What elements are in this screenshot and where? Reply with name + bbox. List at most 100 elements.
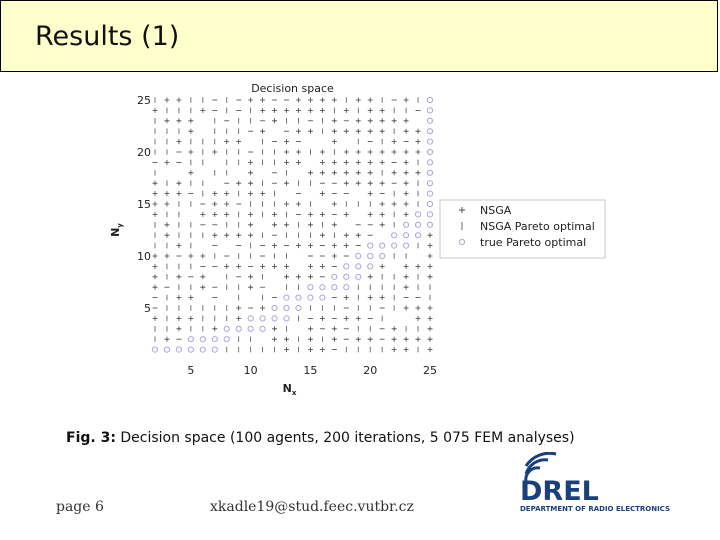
y-tick-label: 20 [137, 146, 151, 159]
nsga-point [331, 128, 337, 134]
y-tick-label: 10 [137, 250, 151, 263]
nsga-point [367, 170, 373, 176]
nsga-point [284, 222, 290, 228]
nsga-point [188, 149, 194, 155]
nsga-point [355, 159, 361, 165]
nsga-point [403, 274, 409, 280]
true-pareto-point [199, 336, 206, 343]
nsga-point [403, 180, 409, 186]
nsga-point [403, 149, 409, 155]
nsga-point [152, 263, 158, 269]
nsga-point [164, 97, 170, 103]
nsga-point [379, 180, 385, 186]
logo-subtitle: DEPARTMENT OF RADIO ELECTRONICS [520, 505, 670, 513]
legend-nsga-marker [459, 207, 465, 213]
true-pareto-point [426, 117, 434, 124]
nsga-point [152, 315, 158, 321]
true-pareto-point [391, 232, 398, 239]
nsga-point [331, 118, 337, 124]
nsga-point [415, 336, 421, 342]
nsga-point [212, 149, 218, 155]
figure-caption: Fig. 3: Decision space (100 agents, 200 … [66, 430, 575, 446]
logo-text: DREL [520, 476, 599, 507]
nsga-point [248, 284, 254, 290]
nsga-point [415, 315, 421, 321]
nsga-point [295, 274, 301, 280]
nsga-point [379, 159, 385, 165]
nsga-point [307, 170, 313, 176]
true-pareto-point [331, 284, 338, 291]
nsga-point [391, 139, 397, 145]
nsga-point [248, 191, 254, 197]
nsga-point [343, 315, 349, 321]
nsga-point [307, 211, 313, 217]
nsga-point [403, 263, 409, 269]
true-pareto-point [367, 252, 374, 260]
nsga-point [260, 263, 266, 269]
nsga-point [427, 305, 433, 311]
true-pareto-point [283, 294, 290, 301]
y-axis-label-sub: y [116, 223, 124, 228]
true-pareto-point [343, 284, 350, 291]
nsga-point [164, 222, 170, 228]
nsga-point [164, 159, 170, 165]
nsga-point [284, 159, 290, 165]
nsga-point [355, 232, 361, 238]
true-pareto-point [355, 263, 362, 270]
nsga-point [284, 180, 290, 186]
nsga-point [343, 128, 349, 134]
legend-label: NSGA Pareto optimal [480, 220, 595, 233]
chart-title: Decision space [251, 82, 334, 95]
nsga-point [248, 97, 254, 103]
nsga-point [224, 263, 230, 269]
nsga-point [260, 305, 266, 311]
nsga-point [200, 274, 206, 280]
nsga-point [427, 326, 433, 332]
nsga-point [284, 274, 290, 280]
nsga-point [331, 253, 337, 259]
nsga-point [272, 326, 278, 332]
nsga-point [236, 305, 242, 311]
nsga-point [284, 336, 290, 342]
nsga-point [176, 191, 182, 197]
nsga-point [295, 149, 301, 155]
true-pareto-point [426, 159, 434, 166]
nsga-point [367, 149, 373, 155]
nsga-point [355, 97, 361, 103]
nsga-point [272, 211, 278, 217]
x-axis-label: Nx [283, 382, 297, 397]
nsga-point [176, 118, 182, 124]
nsga-point [307, 243, 313, 249]
nsga-point [391, 347, 397, 353]
nsga-point [355, 128, 361, 134]
true-pareto-point [367, 242, 374, 249]
nsga-point [343, 243, 349, 249]
nsga-point [319, 149, 325, 155]
nsga-point [367, 211, 373, 217]
nsga-point [367, 180, 373, 186]
nsga-point [224, 201, 230, 207]
true-pareto-point [187, 346, 194, 353]
nsga-point [379, 211, 385, 217]
nsga-point [379, 149, 385, 155]
true-pareto-point [391, 242, 398, 249]
author-email: xkadle19@stud.feec.vutbr.cz [210, 499, 414, 515]
true-pareto-point [426, 221, 434, 228]
nsga-point [272, 118, 278, 124]
true-pareto-point [283, 315, 290, 322]
nsga-point [343, 180, 349, 186]
chart-svg: Decision space 5 10 15 20 25 5 10 15 20 25 Nx Ny NSGA… [109, 82, 606, 397]
nsga-point [176, 139, 182, 145]
nsga-point [212, 232, 218, 238]
nsga-point [152, 274, 158, 280]
nsga-point [331, 139, 337, 145]
nsga-point [343, 149, 349, 155]
true-pareto-point [367, 263, 374, 270]
nsga-point [248, 232, 254, 238]
nsga-point [224, 232, 230, 238]
nsga-point [284, 107, 290, 113]
nsga-point [367, 107, 373, 113]
y-tick-label: 15 [137, 198, 151, 211]
nsga-point [260, 191, 266, 197]
nsga-point [319, 211, 325, 217]
